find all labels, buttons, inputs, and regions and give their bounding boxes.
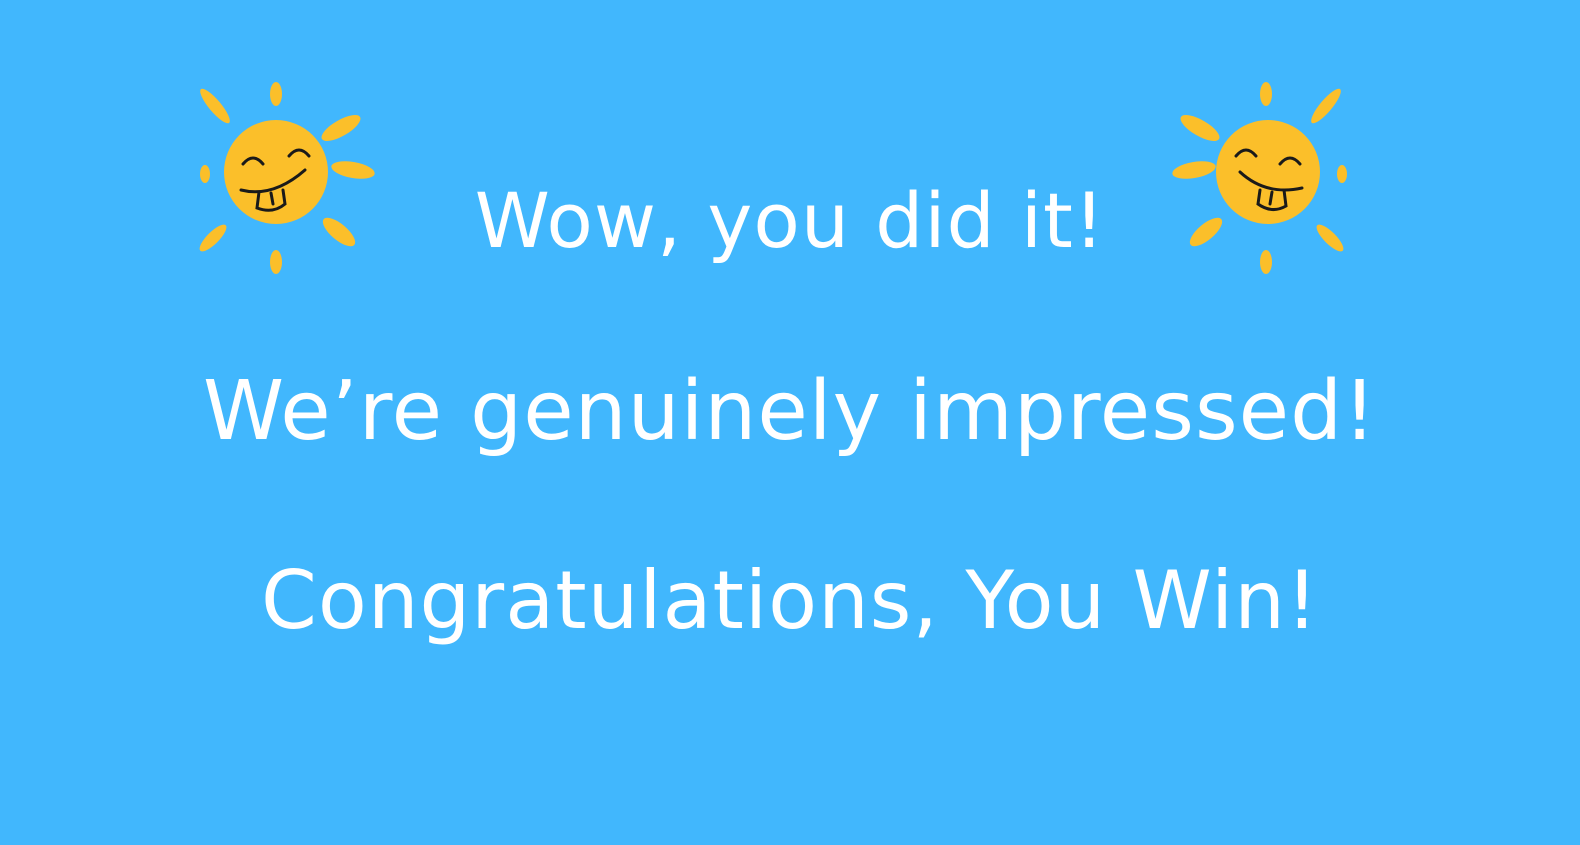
smiling-sun-icon <box>199 82 375 274</box>
congratulations-message: Congratulations, You Win! <box>261 554 1319 647</box>
impressed-message: We’re genuinely impressed! <box>202 364 1378 459</box>
smiling-sun-icon <box>1172 82 1347 274</box>
wow-message: Wow, you did it! <box>474 176 1106 265</box>
